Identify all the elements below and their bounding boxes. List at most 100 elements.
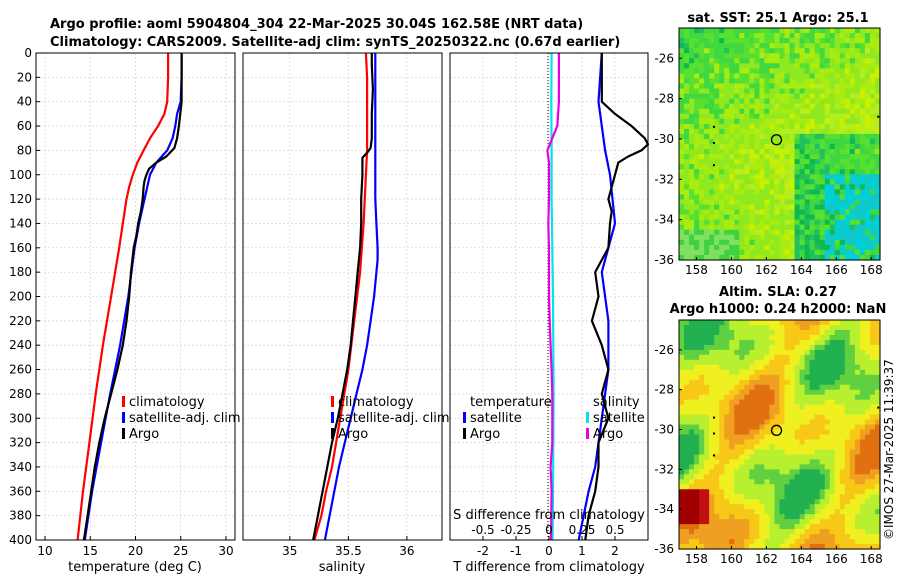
heatmap-cell <box>834 394 841 401</box>
heatmap-cell <box>809 194 816 201</box>
heatmap-cell <box>724 320 730 326</box>
heatmap-cell <box>784 68 791 74</box>
heatmap-cell <box>699 169 705 175</box>
heatmap-cell <box>809 53 816 59</box>
heatmap-cell <box>714 449 720 456</box>
heatmap-cell <box>784 214 791 221</box>
heatmap-cell <box>719 344 725 351</box>
heatmap-cell <box>834 359 841 366</box>
heatmap-cell <box>744 449 750 456</box>
heatmap-cell <box>834 489 841 495</box>
heatmap-cell <box>804 464 811 470</box>
heatmap-cell <box>814 174 821 180</box>
salinity-series <box>312 52 379 541</box>
heatmap-cell <box>794 28 801 34</box>
heatmap-cell <box>789 369 796 376</box>
heatmap-cell <box>789 83 796 90</box>
heatmap-cell <box>714 444 720 451</box>
y-tick-label: 200 <box>9 290 32 304</box>
heatmap-cell <box>769 68 776 74</box>
heatmap-cell <box>764 244 771 251</box>
heatmap-cell <box>799 504 806 510</box>
heatmap-cell <box>844 464 851 470</box>
heatmap-cell <box>709 359 715 366</box>
heatmap-cell <box>694 194 700 201</box>
heatmap-cell <box>744 484 750 490</box>
heatmap-cell <box>829 108 836 115</box>
heatmap-cell <box>744 444 750 451</box>
heatmap-cell <box>819 28 826 34</box>
heatmap-cell <box>854 38 861 44</box>
heatmap-cell <box>869 224 876 231</box>
heatmap-cell <box>744 98 750 105</box>
heatmap-cell <box>719 320 725 326</box>
heatmap-cell <box>734 38 740 44</box>
heatmap-cell <box>774 519 781 525</box>
heatmap-cell <box>824 103 831 110</box>
heatmap-cell <box>699 544 705 550</box>
heatmap-cell <box>789 219 796 226</box>
heatmap-cell <box>784 83 791 90</box>
heatmap-cell <box>789 169 796 175</box>
heatmap-cell <box>799 469 806 475</box>
heatmap-cell <box>679 394 685 401</box>
heatmap-cell <box>839 68 846 74</box>
heatmap-cell <box>779 209 786 216</box>
heatmap-cell <box>809 514 816 520</box>
heatmap-cell <box>754 324 761 331</box>
heatmap-cell <box>714 374 720 381</box>
heatmap-cell <box>689 58 695 64</box>
heatmap-cell <box>684 103 690 110</box>
heatmap-cell <box>694 379 700 386</box>
heatmap-cell <box>724 369 730 376</box>
heatmap-cell <box>864 33 871 39</box>
heatmap-cell <box>869 344 876 351</box>
heatmap-cell <box>739 439 745 446</box>
heatmap-cell <box>769 63 776 69</box>
heatmap-cell <box>719 519 725 525</box>
heatmap-cell <box>869 539 876 545</box>
heatmap-cell <box>824 439 831 446</box>
heatmap-cell <box>794 123 801 130</box>
heatmap-cell <box>679 404 685 411</box>
heatmap-cell <box>859 354 866 361</box>
heatmap-cell <box>859 68 866 74</box>
heatmap-cell <box>694 334 700 341</box>
heatmap-cell <box>694 83 700 90</box>
heatmap-cell <box>829 494 836 500</box>
heatmap-cell <box>874 209 881 216</box>
heatmap-cell <box>799 189 806 196</box>
heatmap-cell <box>764 48 771 54</box>
heatmap-cell <box>824 529 831 535</box>
heatmap-cell <box>844 369 851 376</box>
heatmap-cell <box>774 419 781 426</box>
heatmap-cell <box>834 234 841 241</box>
heatmap-cell <box>694 169 700 175</box>
heatmap-cell <box>859 184 866 190</box>
heatmap-cell <box>849 43 856 49</box>
heatmap-cell <box>739 133 745 140</box>
heatmap-cell <box>844 194 851 201</box>
heatmap-cell <box>869 499 876 505</box>
heatmap-cell <box>759 339 766 346</box>
heatmap-cell <box>849 128 856 135</box>
heatmap-cell <box>754 123 761 130</box>
heatmap-cell <box>834 63 841 69</box>
heatmap-cell <box>714 108 720 115</box>
heatmap-cell <box>849 174 856 180</box>
heatmap-cell <box>869 474 876 480</box>
heatmap-cell <box>734 404 740 411</box>
heatmap-cell <box>854 464 861 470</box>
heatmap-cell <box>834 474 841 480</box>
heatmap-cell <box>834 449 841 456</box>
heatmap-cell <box>754 254 761 261</box>
heatmap-cell <box>719 539 725 545</box>
heatmap-cell <box>679 514 685 520</box>
heatmap-cell <box>864 474 871 480</box>
heatmap-cell <box>819 449 826 456</box>
heatmap-cell <box>804 379 811 386</box>
heatmap-cell <box>849 459 856 465</box>
heatmap-cell <box>734 133 740 140</box>
heatmap-cell <box>784 539 791 545</box>
heatmap-cell <box>834 244 841 251</box>
